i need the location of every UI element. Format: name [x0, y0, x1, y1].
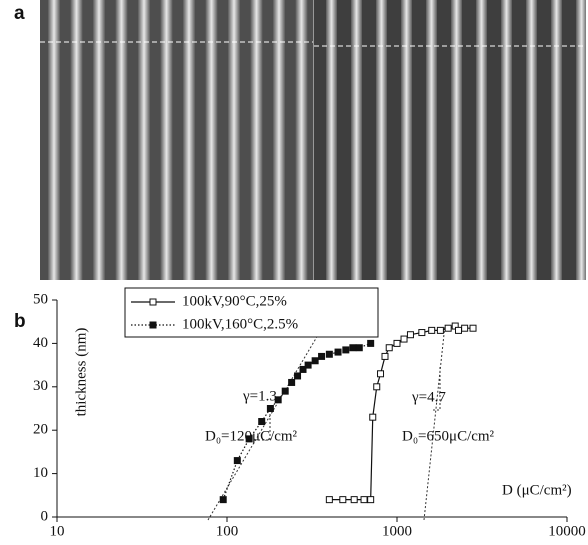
y-tick-label: 0: [41, 508, 49, 524]
data-point: [311, 357, 319, 365]
data-point: [334, 348, 342, 356]
x-tick-label: 100: [216, 523, 239, 539]
legend-marker: [149, 321, 157, 329]
series-line: [222, 342, 371, 500]
y-tick-label: 10: [33, 465, 48, 481]
data-point: [418, 329, 426, 337]
data-point: [245, 435, 253, 443]
slope-triangle: [250, 410, 271, 441]
data-point: [266, 405, 274, 412]
x-tick-label: 1000: [382, 523, 412, 539]
data-point: [385, 344, 393, 352]
data-point: [258, 418, 266, 426]
data-point: [355, 344, 363, 352]
y-tick-label: 40: [33, 335, 48, 351]
legend: 100kV,90°C,25% 100kV,160°C,2.5%: [124, 287, 379, 338]
data-point: [360, 496, 368, 504]
legend-label: 100kV,160°C,2.5%: [182, 316, 298, 332]
legend-box: [124, 287, 379, 338]
slope-triangle: [433, 365, 441, 411]
legend-marker: [149, 298, 157, 306]
y-tick-label: 50: [33, 291, 48, 307]
data-point: [304, 361, 312, 369]
data-point: [342, 346, 350, 354]
data-point: [373, 383, 381, 391]
data-point: [377, 370, 385, 378]
data-point: [281, 387, 289, 395]
y-tick-label: 30: [33, 378, 48, 394]
x-axis-label: D (μC/cm²): [502, 482, 572, 498]
data-point: [367, 496, 375, 504]
data-point: [406, 331, 414, 339]
sem-images: [40, 0, 586, 280]
data-point: [469, 324, 477, 332]
data-point: [299, 365, 307, 373]
y-tick-label: 20: [33, 422, 48, 438]
sem-left-lines: [40, 0, 313, 280]
data-point: [436, 326, 444, 334]
data-point: [288, 378, 296, 386]
data-point: [461, 324, 469, 332]
data-point: [318, 352, 326, 360]
data-point: [381, 352, 389, 360]
fit-guides: [207, 324, 446, 521]
annotation: D₀=650μC/cm²: [402, 428, 495, 444]
data-point: [349, 344, 357, 352]
data-point: [350, 496, 358, 504]
data-point: [393, 339, 401, 347]
data-point: [233, 457, 241, 465]
data-point: [274, 396, 282, 404]
data-point: [339, 496, 347, 504]
annotation: γ=1.3: [242, 388, 277, 404]
data-point: [400, 335, 408, 343]
annotation: γ=4.7: [411, 389, 446, 405]
data-point: [454, 326, 462, 334]
y-axis-label: thickness (nm): [73, 328, 89, 417]
x-tick-label: 10000: [548, 523, 586, 539]
data-point: [294, 372, 302, 380]
data-point: [367, 339, 375, 347]
data-point: [219, 496, 227, 504]
sem-right-lines: [314, 0, 586, 280]
data-point: [325, 350, 333, 358]
data-point: [325, 496, 333, 504]
panel-label: b: [14, 311, 26, 332]
tangent: [423, 324, 446, 521]
data-point: [428, 326, 436, 334]
data-point: [444, 324, 452, 332]
panel-label: a: [14, 3, 25, 24]
data-point: [369, 413, 377, 421]
legend-label: 100kV,90°C,25%: [182, 293, 287, 309]
x-tick-label: 10: [50, 523, 65, 539]
series-line: [329, 325, 474, 501]
